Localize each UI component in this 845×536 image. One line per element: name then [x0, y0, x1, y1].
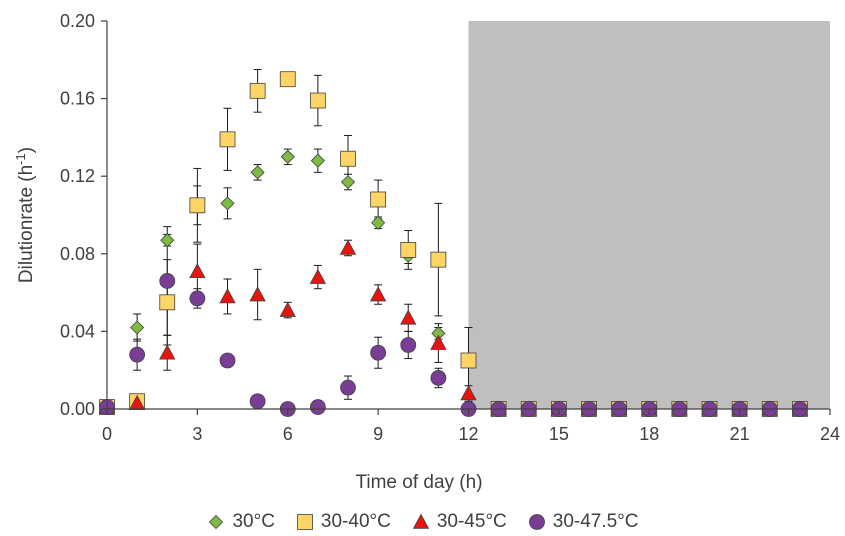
data-point-square: [249, 82, 266, 99]
data-point-diamond: [130, 320, 145, 335]
y-tick-label: 0.12: [60, 166, 95, 186]
data-point-triangle: [279, 301, 296, 317]
x-tick-label: 24: [820, 424, 840, 444]
triangle-marker-icon: [412, 513, 430, 529]
legend-marker-shape: [528, 514, 545, 530]
data-point-triangle: [249, 286, 266, 302]
data-point-diamond: [160, 233, 175, 248]
data-point-triangle: [339, 239, 357, 255]
axis-ticks: 0 3 6 9 12 15 18 21 24 0.00 0.04 0.08 0.12 0.16 0.20: [60, 11, 840, 444]
square-marker-icon: [297, 514, 313, 530]
data-point-diamond: [220, 196, 235, 211]
data-point-triangle: [309, 268, 327, 284]
x-tick-label: 12: [458, 424, 478, 444]
error-bars: [103, 69, 473, 410]
data-point-diamond: [310, 153, 325, 168]
data-point-square: [159, 294, 176, 311]
legend-label: 30-45°C: [436, 511, 507, 532]
x-tick-label: 0: [102, 424, 112, 444]
data-point-diamond: [280, 149, 295, 164]
y-tick-label: 0.04: [60, 321, 95, 341]
data-point-circle: [219, 352, 236, 369]
legend-item: 30-40°C: [295, 511, 391, 533]
data-point-circle: [129, 346, 146, 363]
data-point-triangle: [460, 385, 477, 401]
data-point-triangle: [159, 344, 176, 360]
data-point-circle: [159, 273, 176, 289]
data-point-diamond: [250, 165, 265, 180]
x-tick-label: 3: [192, 424, 202, 444]
x-tick-label: 21: [730, 424, 750, 444]
data-point-circle: [309, 399, 326, 415]
data-point-circle: [400, 337, 417, 353]
circle-marker-icon: [528, 514, 545, 530]
dark-period-band: [468, 21, 830, 409]
y-tick-label: 0.08: [60, 244, 95, 264]
legend-marker-shape: [209, 514, 224, 530]
data-point-square: [460, 352, 477, 369]
x-tick-label: 15: [549, 424, 569, 444]
legend-label: 30-40°C: [320, 511, 391, 532]
chart: 0 3 6 9 12 15 18 21 24 0.00 0.04 0.08 0.12 0.16 0.20 T…: [13, 11, 840, 493]
data-point-square: [189, 197, 206, 214]
data-point-diamond: [340, 174, 356, 190]
legend-item: 30-47.5°C: [527, 511, 639, 533]
data-point-square: [219, 131, 236, 148]
y-tick-label: 0.20: [60, 11, 95, 31]
data-point-circle: [430, 370, 447, 386]
legend-label: 30°C: [232, 511, 275, 532]
legend-label: 30-47.5°C: [552, 511, 639, 532]
data-point-square: [309, 92, 326, 109]
data-point-square: [370, 191, 387, 208]
data-point-circle: [370, 344, 387, 361]
x-tick-label: 9: [373, 424, 383, 444]
data-point-circle: [340, 379, 356, 396]
data-point-circle: [249, 393, 266, 410]
legend-item: 30°C: [206, 511, 275, 533]
x-tick-label: 18: [639, 424, 659, 444]
data-point-triangle: [400, 309, 417, 325]
data-point-triangle: [219, 288, 236, 304]
y-axis-title: Dilutionrate (h-1): [13, 147, 37, 283]
y-tick-label: 0.16: [60, 89, 95, 109]
y-tick-label: 0.00: [60, 399, 95, 419]
data-point-square: [340, 150, 356, 167]
data-point-diamond: [371, 215, 386, 230]
data-point-square: [279, 71, 296, 88]
diamond-marker-icon: [209, 514, 224, 530]
x-tick-label: 6: [283, 424, 293, 444]
data-point-triangle: [189, 262, 206, 279]
data-point-triangle: [369, 286, 387, 302]
data-point-circle: [189, 290, 206, 307]
x-axis-title: Time of day (h): [355, 472, 482, 493]
legend-marker-shape: [297, 514, 313, 530]
legend: 30°C 30-40°C 30-45°C 30-47.5°C: [0, 508, 845, 536]
data-point-triangle: [430, 334, 447, 350]
legend-marker-shape: [412, 513, 430, 529]
data-point-square: [400, 242, 417, 258]
data-point-square: [430, 251, 447, 268]
legend-item: 30-45°C: [411, 511, 507, 533]
